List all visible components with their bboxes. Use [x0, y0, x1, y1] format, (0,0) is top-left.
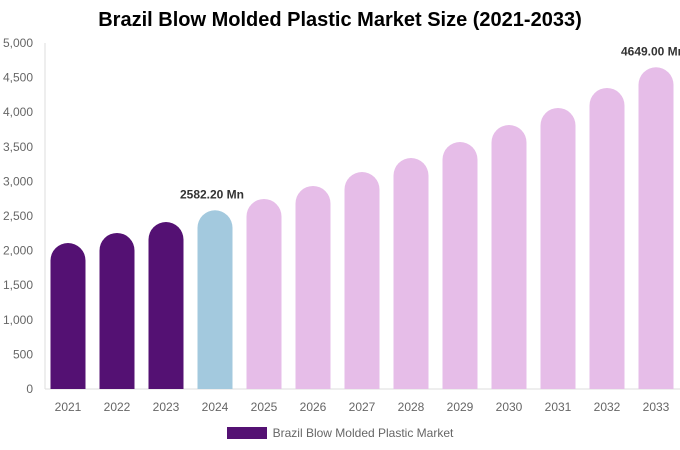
- x-tick-label: 2032: [594, 400, 621, 414]
- x-tick-label: 2021: [55, 400, 82, 414]
- x-tick-label: 2024: [202, 400, 229, 414]
- bar-2025: [246, 198, 282, 389]
- bar-2028: [393, 158, 429, 389]
- bar-2022: [99, 232, 135, 389]
- x-tick-label: 2025: [251, 400, 278, 414]
- bar-2027: [344, 171, 380, 389]
- data-label-2024: 2582.20 Mn: [180, 187, 244, 201]
- x-tick-label: 2028: [398, 400, 425, 414]
- legend-label: Brazil Blow Molded Plastic Market: [272, 426, 454, 440]
- bar-2030: [491, 125, 527, 390]
- bar-2031: [540, 107, 576, 390]
- x-tick-label: 2031: [545, 400, 572, 414]
- data-label-2033: 4649.00 Mn: [621, 44, 680, 58]
- x-tick-label: 2026: [300, 400, 327, 414]
- y-tick-label: 5,000: [3, 36, 33, 50]
- y-tick-label: 3,000: [3, 174, 33, 188]
- y-tick-label: 1,000: [3, 313, 33, 327]
- y-tick-label: 2,000: [3, 244, 33, 258]
- y-tick-label: 3,500: [3, 140, 33, 154]
- y-tick-label: 2,500: [3, 209, 33, 223]
- bar-2023: [148, 222, 184, 389]
- legend-swatch: [226, 427, 267, 439]
- y-tick-label: 0: [26, 382, 33, 396]
- chart-title: Brazil Blow Molded Plastic Market Size (…: [98, 9, 582, 31]
- bar-2033: [638, 67, 674, 390]
- bar-2024: [197, 210, 233, 389]
- y-tick-label: 1,500: [3, 278, 33, 292]
- x-tick-label: 2029: [447, 400, 474, 414]
- x-tick-label: 2030: [496, 400, 523, 414]
- x-tick-label: 2027: [349, 400, 376, 414]
- y-tick-label: 4,500: [3, 71, 33, 85]
- bar-2032: [589, 87, 625, 389]
- x-tick-label: 2022: [104, 400, 131, 414]
- y-tick-label: 500: [13, 347, 33, 361]
- y-tick-label: 4,000: [3, 105, 33, 119]
- bar-2029: [442, 142, 478, 389]
- bar-2021: [50, 242, 86, 389]
- x-tick-label: 2033: [643, 400, 670, 414]
- x-tick-label: 2023: [153, 400, 180, 414]
- legend: Brazil Blow Molded Plastic Market: [0, 426, 680, 440]
- bar-2026: [295, 185, 331, 389]
